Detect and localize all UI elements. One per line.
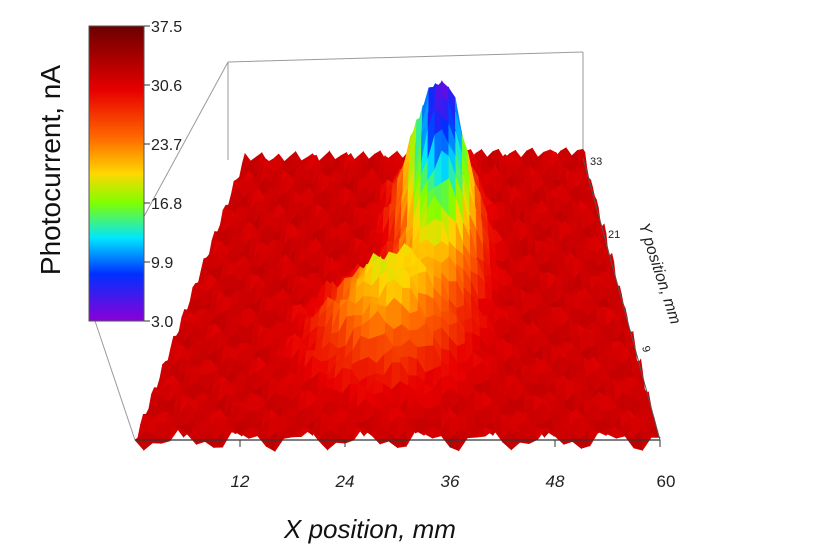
surface-cell bbox=[424, 345, 434, 374]
surface-cell bbox=[518, 343, 528, 356]
surface-cell bbox=[549, 399, 560, 414]
surface-cell bbox=[456, 342, 466, 364]
colorbar-label: Photocurrent, nA bbox=[35, 65, 66, 275]
colorbar-ticks: 37.5 30.6 23.7 16.8 9.9 3.0 bbox=[144, 19, 182, 331]
y-axis-label: Y position, mm bbox=[635, 221, 684, 327]
surface-cell bbox=[648, 432, 661, 438]
surface-cell bbox=[409, 310, 419, 332]
surface-cell bbox=[458, 430, 468, 452]
surface-cell bbox=[408, 356, 418, 377]
colorbar-tick-label: 30.6 bbox=[151, 78, 182, 95]
surface-cell bbox=[405, 429, 416, 448]
surface-cell bbox=[588, 429, 600, 447]
surface-cell bbox=[359, 335, 370, 361]
surface-cell bbox=[466, 415, 477, 429]
surface-cell bbox=[274, 431, 286, 453]
surface-cell bbox=[441, 150, 450, 184]
x-tick-label: 12 bbox=[231, 472, 250, 491]
surface-cell bbox=[534, 291, 544, 305]
colorbar-tick-label: 9.9 bbox=[151, 255, 173, 272]
x-tick-label: 60 bbox=[657, 472, 676, 491]
colorbar: 37.5 30.6 23.7 16.8 9.9 3.0 Photocurrent, nA bbox=[35, 19, 182, 331]
surface-cell bbox=[373, 391, 384, 410]
surface-cell bbox=[222, 430, 234, 448]
surface-cell bbox=[417, 271, 427, 295]
colorbar-tick-label: 23.7 bbox=[151, 137, 182, 154]
y-tick-label: 21 bbox=[608, 229, 620, 241]
photocurrent-surface bbox=[134, 80, 661, 453]
x-tick-label: 24 bbox=[335, 472, 355, 491]
x-axis-ticks: 12 24 36 48 60 bbox=[231, 440, 676, 491]
y-tick-label: 9 bbox=[639, 345, 652, 354]
x-axis-label: X position, mm bbox=[283, 514, 456, 544]
colorbar-gradient bbox=[88, 25, 145, 322]
colorbar-tick-label: 3.0 bbox=[151, 314, 173, 331]
y-tick-label: 33 bbox=[590, 156, 602, 168]
surface-cell bbox=[425, 294, 435, 319]
x-tick-label: 36 bbox=[441, 472, 460, 491]
y-axis-ticks: 33 21 9 bbox=[590, 156, 652, 354]
surface-cell bbox=[495, 239, 504, 263]
surface-cell bbox=[479, 315, 488, 330]
colorbar-tick-label: 16.8 bbox=[151, 196, 182, 213]
y-axis-line bbox=[582, 157, 661, 441]
x-tick-label: 48 bbox=[546, 472, 565, 491]
colorbar-tick-label: 37.5 bbox=[151, 19, 182, 36]
